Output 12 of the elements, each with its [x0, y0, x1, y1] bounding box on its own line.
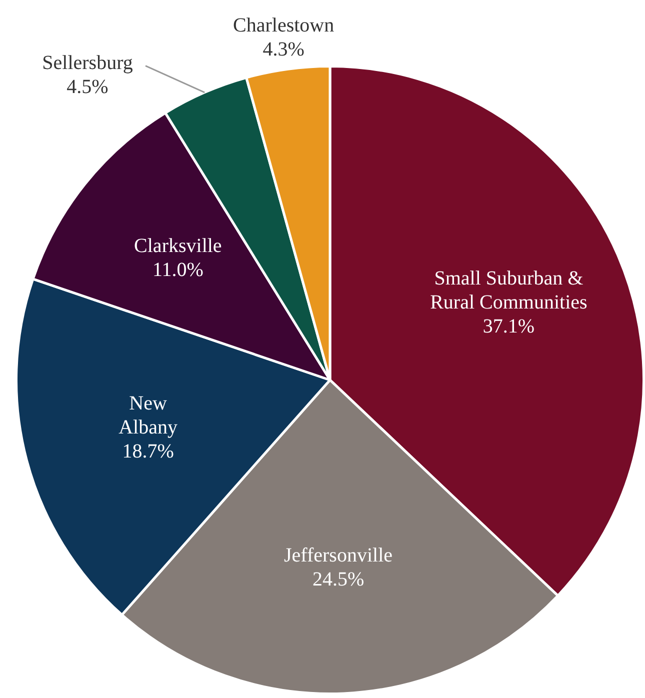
data-label: 18.7% — [122, 440, 174, 462]
data-label: 24.5% — [312, 568, 364, 590]
slice-label: Sellersburg — [42, 52, 133, 74]
slice-label: New Albany — [118, 392, 178, 438]
data-label: 4.3% — [262, 38, 304, 60]
data-label: 11.0% — [152, 258, 204, 281]
slice-label: Charlestown — [233, 14, 334, 36]
slice-label: Small Suburban & Rural Communities — [430, 267, 588, 314]
slice-label: Jeffersonville — [284, 544, 393, 566]
data-label: 37.1% — [482, 315, 535, 338]
data-label: 4.5% — [66, 76, 108, 98]
slice-label: Clarksville — [134, 234, 222, 257]
